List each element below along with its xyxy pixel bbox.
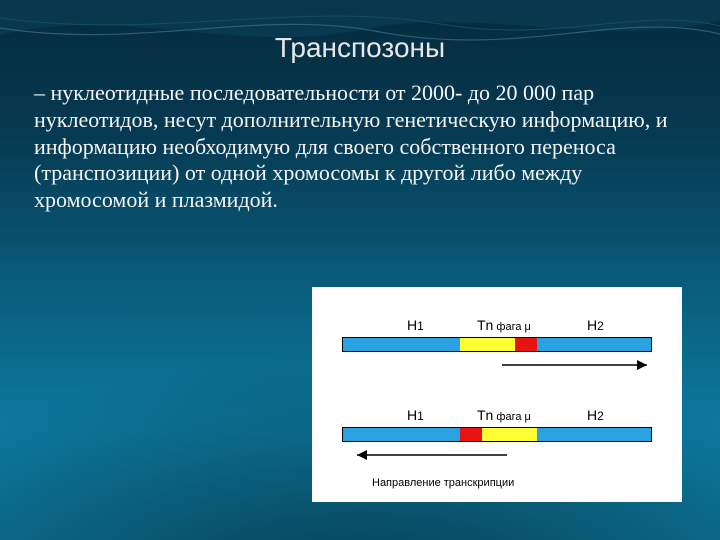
label-h1-1: H1 (407, 317, 424, 333)
arrow-1 (492, 355, 657, 375)
bar-1-seg-4 (537, 338, 651, 351)
label-h2-2: H2 (587, 407, 604, 423)
diagram-caption: Направление транскрипции (372, 477, 514, 489)
bar-1-seg-1 (343, 338, 460, 351)
label-h1-2: H1 (407, 407, 424, 423)
bar-2-seg-2 (460, 428, 482, 441)
diagram-bar-2 (342, 427, 652, 442)
bar-2-seg-1 (343, 428, 460, 441)
bar-2-seg-3 (482, 428, 537, 441)
arrow-2 (347, 445, 517, 465)
label-tn-2: Tn фага μ (477, 407, 531, 423)
diagram-bar-1 (342, 337, 652, 352)
bar-1-seg-3 (515, 338, 537, 351)
slide: Транспозоны – нуклеотидные последователь… (0, 0, 720, 540)
transposon-diagram: H1 Tn фага μ H2 H1 Tn фага μ H2 Направление тр… (312, 287, 682, 502)
label-tn-1: Tn фага μ (477, 317, 531, 333)
slide-body-text: – нуклеотидные последовательности от 200… (34, 80, 686, 214)
bar-1-seg-2 (460, 338, 515, 351)
label-h2-1: H2 (587, 317, 604, 333)
bar-2-seg-4 (537, 428, 651, 441)
slide-title: Транспозоны (0, 32, 720, 64)
